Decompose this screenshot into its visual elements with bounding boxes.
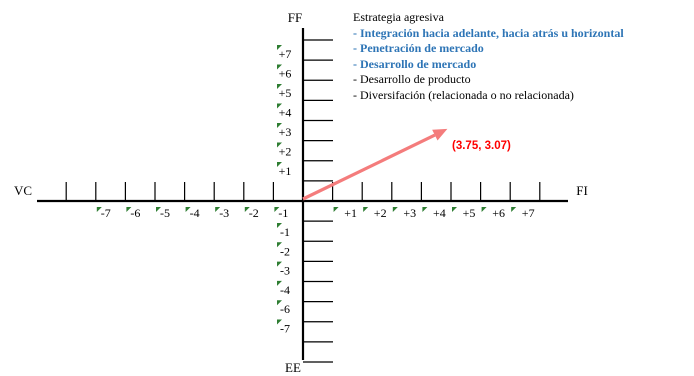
tick-labels: +1 +2 +3 +4 +5 +6 +7 -1 -2 -3 -4 -5 -6 -7 +1 +2 +3 +4 +5 +6… [96, 45, 535, 336]
strategy-item: - Diversifación (relacionada o no relaci… [353, 87, 574, 102]
tick-label: -5 [160, 206, 170, 220]
corner-mark [277, 223, 282, 228]
corner-mark [452, 207, 457, 212]
tick-label: +6 [492, 206, 505, 220]
vector-arrow-head [432, 128, 448, 141]
tick-marks [65, 39, 541, 363]
tick-label: +4 [433, 206, 446, 220]
vector-group: (3.75, 3.07) [302, 128, 511, 201]
corner-mark [277, 261, 282, 267]
tick-label: +7 [522, 206, 535, 220]
corner-mark [277, 319, 282, 325]
tick-label: -2 [249, 206, 259, 220]
corner-mark [215, 207, 221, 212]
corner-mark [277, 103, 282, 109]
corner-mark [96, 207, 102, 212]
tick-label: +1 [344, 206, 357, 220]
corner-mark [333, 207, 339, 212]
tick-label: +4 [279, 106, 292, 120]
corner-mark [422, 207, 428, 212]
tick-label: +3 [403, 206, 416, 220]
corner-mark [156, 207, 161, 212]
tick-label: -7 [101, 206, 111, 220]
axis-label-ff: FF [288, 10, 302, 25]
tick-label: +5 [279, 86, 292, 100]
corner-mark [277, 84, 282, 89]
tick-label: +2 [374, 206, 387, 220]
tick-label: -6 [280, 302, 290, 316]
corner-mark [277, 64, 282, 70]
tick-label: -2 [280, 244, 290, 258]
corner-mark [277, 162, 282, 167]
corner-mark [277, 123, 282, 128]
corner-mark [126, 207, 132, 212]
vector-arrow-shaft [302, 133, 436, 201]
corner-mark [363, 207, 369, 212]
tick-label: -1 [278, 206, 288, 220]
tick-label: +6 [279, 67, 292, 81]
strategy-item: - Penetración de mercado [353, 41, 484, 55]
corner-mark [244, 207, 250, 212]
tick-label: +3 [279, 125, 292, 139]
corner-mark [277, 300, 282, 306]
vector-point-label: (3.75, 3.07) [452, 140, 511, 152]
tick-label: -4 [190, 206, 200, 220]
tick-label: -6 [130, 206, 140, 220]
corner-mark [481, 207, 487, 212]
corner-mark [277, 45, 282, 50]
strategy-panel: Estrategia agresiva - Integración hacia … [353, 10, 624, 103]
corner-mark [277, 142, 282, 148]
tick-label: +5 [463, 206, 476, 220]
strategy-title: Estrategia agresiva [353, 10, 444, 24]
corner-mark [274, 207, 280, 212]
tick-label: +1 [279, 164, 292, 178]
tick-label: +2 [279, 145, 292, 159]
tick-label: -1 [280, 225, 290, 239]
strategy-list: - Integración hacia adelante, hacia atrá… [353, 26, 624, 104]
strategy-item: - Integración hacia adelante, hacia atrá… [353, 25, 624, 40]
corner-mark [277, 242, 282, 248]
axis-label-ee: EE [285, 360, 301, 375]
tick-label: -3 [219, 206, 229, 220]
strategy-item: - Desarrollo de mercado [353, 56, 477, 71]
strategy-item: - Desarrollo de producto [353, 72, 471, 86]
corner-mark [511, 207, 517, 212]
axis-label-fi: FI [576, 183, 588, 198]
corner-mark [277, 280, 282, 286]
tick-label: -3 [280, 264, 290, 278]
tick-label: +7 [279, 47, 292, 61]
tick-label: -4 [280, 283, 290, 297]
corner-mark [185, 207, 191, 212]
axis-label-vc: VC [14, 183, 32, 198]
tick-label: -7 [280, 322, 290, 336]
corner-mark [392, 207, 398, 212]
